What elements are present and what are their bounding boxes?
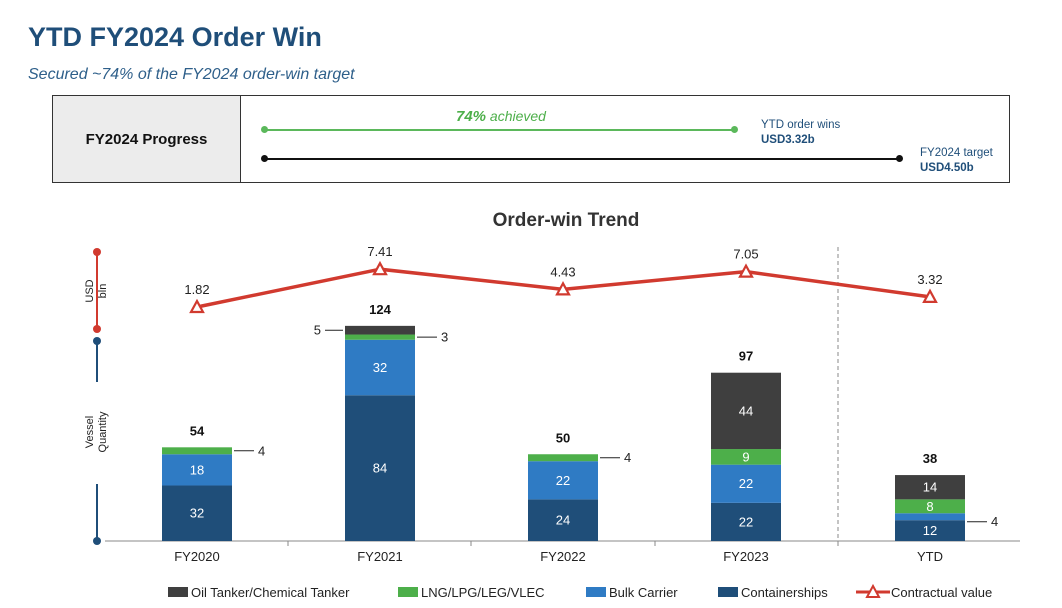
bar-label-containerships-fy2022: 24 xyxy=(556,513,570,528)
bar-bulk-carrier-ytd xyxy=(895,513,965,521)
bar-lng-ytd xyxy=(895,499,965,514)
bar-label-bulk-carrier-fy2020: 18 xyxy=(190,462,204,477)
line-value-label-ytd: 3.32 xyxy=(917,272,942,287)
bar-bulk-carrier-fy2020 xyxy=(162,454,232,486)
bar-containerships-fy2020 xyxy=(162,485,232,541)
callout-label-lng-fy2020: 4 xyxy=(258,443,265,458)
bar-label-lng-fy2023: 9 xyxy=(742,449,749,464)
line-value-label-fy2021: 7.41 xyxy=(367,244,392,259)
chart-title: Order-win Trend xyxy=(493,210,640,231)
achieved-percent: 74% xyxy=(456,108,487,125)
bar-lng-fy2020 xyxy=(162,447,232,455)
line-marker-fy2021 xyxy=(372,260,388,276)
bar-containerships-fy2021 xyxy=(345,395,415,541)
line-group: 1.82 7.41 4.43 7.05 3.32 xyxy=(184,244,943,314)
line-value-label-fy2020: 1.82 xyxy=(184,282,209,297)
usd-axis-label-1: USD xyxy=(84,279,96,302)
bar-label-bulk-carrier-fy2022: 22 xyxy=(556,473,570,488)
target-annotation: FY2024 target USD4.50b xyxy=(920,146,993,176)
bar-label-bulk-carrier-fy2023: 22 xyxy=(739,476,753,491)
x-tick-label-fy2022: FY2022 xyxy=(540,549,586,564)
bar-label-containerships-fy2021: 84 xyxy=(373,461,387,476)
line-marker-fy2020 xyxy=(189,298,205,314)
bars-group: 3218454FY2020843235124FY20212422450FY202… xyxy=(162,302,998,564)
target-line-end-dot xyxy=(896,155,903,162)
bar-total-fy2020: 54 xyxy=(190,423,205,438)
bar-total-ytd: 38 xyxy=(923,451,937,466)
line-marker-fy2023 xyxy=(738,263,754,278)
bar-label-containerships-fy2023: 22 xyxy=(739,514,753,529)
bar-total-fy2022: 50 xyxy=(556,430,570,445)
legend-swatch-1 xyxy=(398,587,418,597)
legend: Oil Tanker/Chemical Tanker LNG/LPG/LEG/VL… xyxy=(168,583,992,600)
callout-label-lng-fy2021: 3 xyxy=(441,330,448,345)
bar-lng-fy2023 xyxy=(711,449,781,465)
bar-label-containerships-fy2020: 32 xyxy=(190,506,204,521)
bar-oil-tanker-fy2023 xyxy=(711,372,781,450)
bar-label-lng-ytd: 8 xyxy=(926,499,933,514)
bar-bulk-carrier-fy2023 xyxy=(711,464,781,503)
target-label: FY2024 target xyxy=(920,147,993,159)
bar-total-fy2021: 124 xyxy=(369,302,391,317)
line-marker-ytd xyxy=(922,288,938,303)
x-tick-label-ytd: YTD xyxy=(917,549,943,564)
callout-label-oil-tanker-fy2021: 5 xyxy=(314,323,321,338)
bar-oil-tanker-ytd xyxy=(895,475,965,500)
callout-label-lng-fy2022: 4 xyxy=(624,450,631,465)
target-progress-line xyxy=(265,158,900,160)
legend-swatch-0 xyxy=(168,587,188,597)
bar-total-fy2023: 97 xyxy=(739,349,753,364)
legend-label-4: Contractual value xyxy=(891,585,992,600)
bar-containerships-ytd xyxy=(895,520,965,541)
usd-axis-label-2: bln xyxy=(97,284,109,299)
ytd-line-end-dot xyxy=(730,126,738,133)
bar-containerships-fy2022 xyxy=(528,499,598,541)
legend-label-0: Oil Tanker/Chemical Tanker xyxy=(191,585,350,600)
bar-label-oil-tanker-ytd: 14 xyxy=(923,480,937,495)
ytd-line-start-dot xyxy=(261,126,268,133)
bar-label-oil-tanker-fy2023: 44 xyxy=(739,403,753,418)
line-value-label-fy2022: 4.43 xyxy=(550,264,575,279)
x-tick-label-fy2023: FY2023 xyxy=(723,549,769,564)
x-tick-label-fy2021: FY2021 xyxy=(357,549,403,564)
target-line-start-dot xyxy=(261,155,268,162)
page-title: YTD FY2024 Order Win xyxy=(28,22,322,52)
ytd-progress-line xyxy=(265,129,735,131)
usd-axis-bottom-dot xyxy=(93,325,101,333)
bar-lng-fy2021 xyxy=(345,334,415,340)
ytd-annotation: YTD order wins USD3.32b xyxy=(761,118,840,148)
legend-swatch-2 xyxy=(586,587,606,597)
qty-axis-label-2: Quantity xyxy=(97,411,109,452)
qty-axis-label-1: Vessel xyxy=(84,416,96,448)
bar-label-containerships-ytd: 12 xyxy=(923,523,937,538)
bar-lng-fy2022 xyxy=(528,454,598,462)
achieved-word: achieved xyxy=(489,108,546,124)
ytd-label: YTD order wins xyxy=(761,119,841,131)
page-subtitle: Secured ~74% of the FY2024 order-win tar… xyxy=(28,66,355,83)
legend-swatch-3 xyxy=(718,587,738,597)
target-value: USD4.50b xyxy=(920,162,974,174)
legend-label-1: LNG/LPG/LEG/VLEC xyxy=(421,585,545,600)
callout-label-bulk-carrier-ytd: 4 xyxy=(991,514,998,529)
usd-axis-top-dot xyxy=(93,248,101,256)
x-tick-label-fy2020: FY2020 xyxy=(174,549,220,564)
line-value-label-fy2023: 7.05 xyxy=(733,247,758,262)
legend-swatch-marker xyxy=(865,583,881,598)
line-marker-fy2022 xyxy=(555,281,571,296)
qty-axis-top-dot xyxy=(93,337,101,345)
bar-bulk-carrier-fy2021 xyxy=(345,339,415,396)
progress-panel: FY2024 Progress 74% achieved YTD order w… xyxy=(52,95,1010,183)
legend-label-2: Bulk Carrier xyxy=(609,585,678,600)
achieved-text: 74% achieved xyxy=(456,108,546,125)
progress-label: FY2024 Progress xyxy=(53,96,241,182)
bar-oil-tanker-fy2021 xyxy=(345,325,415,335)
legend-label-3: Containerships xyxy=(741,585,828,600)
ytd-value: USD3.32b xyxy=(761,134,815,146)
bar-label-bulk-carrier-fy2021: 32 xyxy=(373,360,387,375)
bar-bulk-carrier-fy2022 xyxy=(528,461,598,500)
qty-axis-bottom-dot xyxy=(93,537,101,545)
bar-containerships-fy2023 xyxy=(711,502,781,541)
